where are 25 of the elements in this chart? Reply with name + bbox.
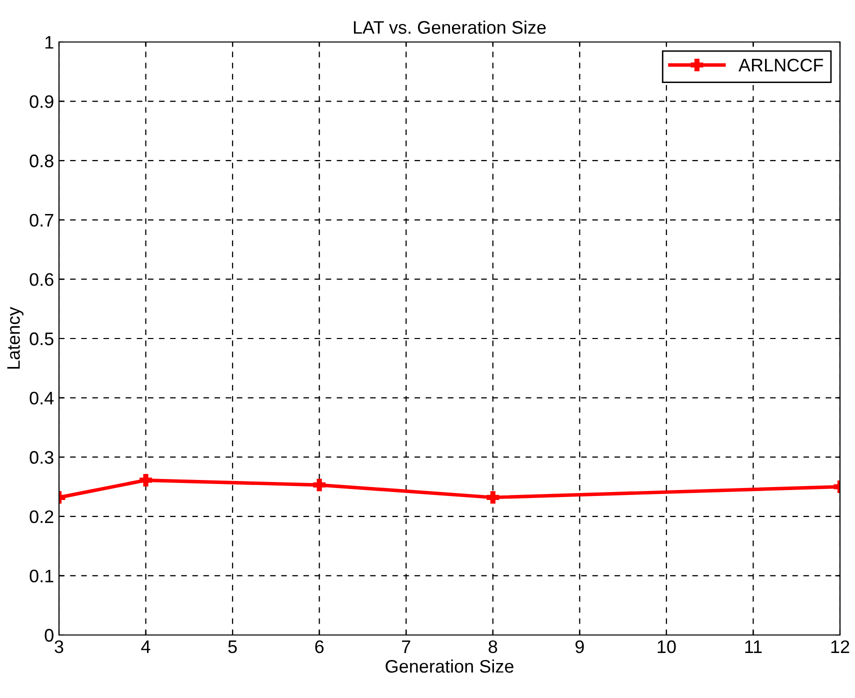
x-tick-label: 8 bbox=[488, 640, 498, 654]
y-tick-label: 0.6 bbox=[30, 273, 54, 286]
y-tick-label: 0.3 bbox=[30, 451, 54, 464]
x-tick-label: 10 bbox=[658, 640, 676, 654]
y-tick-label: 0.5 bbox=[30, 332, 54, 346]
x-tick-label: 7 bbox=[402, 640, 410, 653]
x-tick-label: 12 bbox=[831, 640, 850, 653]
y-tick-label: 0.1 bbox=[30, 570, 54, 582]
x-axis-title: Generation Size bbox=[386, 659, 514, 673]
legend-label: ARLNCCF bbox=[738, 58, 824, 72]
y-tick-label: 0.4 bbox=[30, 392, 54, 405]
x-tick-label: 5 bbox=[228, 640, 237, 654]
x-tick-label: 6 bbox=[315, 640, 324, 654]
y-tick-label: 0.2 bbox=[30, 510, 54, 524]
y-tick-label: 1 bbox=[45, 36, 54, 49]
chart-title: LAT vs. Generation Size bbox=[354, 20, 546, 34]
y-tick-label: 0 bbox=[44, 628, 54, 642]
x-tick-label: 4 bbox=[141, 640, 150, 653]
y-axis-title: Latency bbox=[7, 306, 24, 369]
y-tick-label: 0.7 bbox=[30, 214, 54, 227]
x-tick-label: 11 bbox=[745, 640, 762, 653]
y-tick-label: 0.9 bbox=[30, 95, 54, 108]
x-tick-label: 9 bbox=[575, 640, 584, 654]
y-tick-label: 0.8 bbox=[30, 154, 54, 168]
x-tick-label: 3 bbox=[54, 640, 64, 654]
